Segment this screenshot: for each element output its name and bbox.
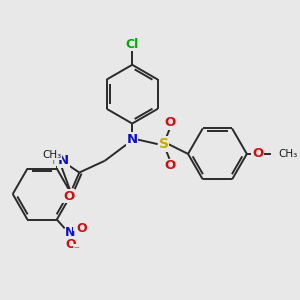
Text: O: O — [63, 190, 74, 202]
Text: H: H — [52, 156, 60, 166]
Text: +: + — [74, 222, 81, 231]
Text: CH₃: CH₃ — [42, 150, 62, 160]
Text: Cl: Cl — [126, 38, 139, 51]
Text: N: N — [65, 226, 76, 239]
Text: O: O — [65, 238, 76, 251]
Text: O: O — [165, 116, 176, 129]
Text: O: O — [76, 222, 87, 235]
Text: O: O — [165, 159, 176, 172]
Text: ⁻: ⁻ — [74, 245, 79, 255]
Text: CH₃: CH₃ — [278, 149, 297, 159]
Text: N: N — [127, 133, 138, 146]
Text: N: N — [58, 154, 69, 167]
Text: O: O — [252, 147, 263, 161]
Text: S: S — [159, 137, 169, 151]
